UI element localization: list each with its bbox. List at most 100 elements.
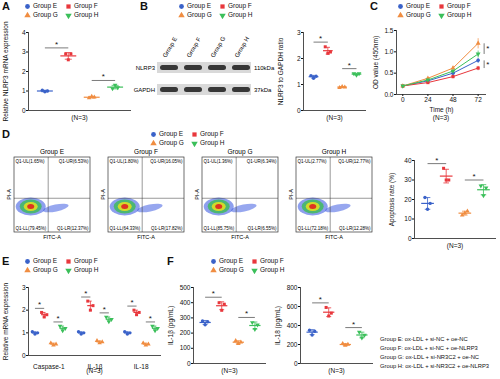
svg-text:0: 0 — [297, 107, 301, 114]
svg-text:24: 24 — [424, 96, 432, 103]
svg-text:IL-18 (pg/mL): IL-18 (pg/mL) — [274, 306, 282, 345]
svg-text:3: 3 — [297, 29, 301, 36]
svg-text:72: 72 — [475, 96, 483, 103]
svg-text:IL-1β (pg/mL): IL-1β (pg/mL) — [167, 306, 175, 345]
svg-text:1: 1 — [22, 329, 26, 336]
svg-text:0.5: 0.5 — [384, 69, 393, 76]
svg-text:GAPDH: GAPDH — [134, 87, 155, 93]
svg-text:Group H: Group H — [234, 36, 251, 59]
svg-text:*: * — [84, 289, 87, 298]
svg-text:*: * — [473, 172, 476, 181]
svg-text:1.0: 1.0 — [384, 48, 393, 55]
svg-text:*: * — [319, 34, 322, 43]
svg-text:Q1-LR(12.37%): Q1-LR(12.37%) — [57, 226, 89, 231]
svg-text:PI-A: PI-A — [6, 189, 12, 200]
svg-text:NLRP3: NLRP3 — [136, 65, 156, 71]
svg-text:Q1-UL(1.80%): Q1-UL(1.80%) — [110, 159, 140, 164]
svg-text:37kDa: 37kDa — [254, 87, 272, 93]
svg-text:*: * — [486, 60, 489, 69]
svg-text:300: 300 — [180, 314, 191, 321]
svg-text:30: 30 — [404, 176, 412, 183]
svg-text:1.5: 1.5 — [384, 27, 393, 34]
svg-text:1: 1 — [297, 81, 301, 88]
svg-text:2: 2 — [297, 55, 301, 62]
svg-text:Q1-UL(2.77%): Q1-UL(2.77%) — [298, 159, 328, 164]
svg-text:*: * — [352, 320, 355, 329]
svg-text:Q1-UL(1.36%): Q1-UL(1.36%) — [204, 159, 234, 164]
svg-text:Q1-UR(12.77%): Q1-UR(12.77%) — [338, 159, 371, 164]
svg-text:200: 200 — [180, 329, 191, 336]
svg-text:0: 0 — [22, 107, 26, 114]
svg-text:Q1-LL(64.33%): Q1-LL(64.33%) — [110, 226, 141, 231]
svg-text:Group G: Group G — [228, 148, 253, 156]
svg-text:*: * — [56, 314, 59, 323]
svg-text:FITC-A: FITC-A — [43, 234, 61, 240]
svg-text:Q1-LL(85.75%): Q1-LL(85.75%) — [204, 226, 235, 231]
svg-text:2: 2 — [22, 68, 26, 75]
svg-text:*: * — [38, 300, 41, 309]
svg-text:Group G: Group G — [210, 35, 227, 58]
svg-text:*: * — [130, 298, 133, 307]
svg-text:PI-A: PI-A — [288, 189, 294, 200]
svg-text:FITC-A: FITC-A — [325, 234, 343, 240]
svg-text:PI-A: PI-A — [194, 189, 200, 200]
svg-text:FITC-A: FITC-A — [137, 234, 155, 240]
svg-text:Q1-LR(6.55%): Q1-LR(6.55%) — [247, 226, 277, 231]
svg-text:110kDa: 110kDa — [254, 65, 275, 71]
svg-text:OD value (450nm): OD value (450nm) — [372, 36, 380, 89]
svg-text:2: 2 — [22, 306, 26, 313]
svg-text:*: * — [149, 314, 152, 323]
svg-text:0: 0 — [22, 352, 26, 359]
svg-text:10: 10 — [404, 215, 412, 222]
svg-text:Time (h): Time (h) — [430, 106, 454, 114]
svg-text:4: 4 — [22, 29, 26, 36]
svg-text:*: * — [55, 40, 58, 49]
svg-text:Q1-LR(17.82%): Q1-LR(17.82%) — [151, 226, 183, 231]
svg-text:Q1-LL(72.18%): Q1-LL(72.18%) — [298, 226, 329, 231]
svg-text:FITC-A: FITC-A — [231, 234, 249, 240]
svg-text:Group E: Group E — [40, 148, 65, 156]
svg-text:100: 100 — [180, 344, 191, 351]
svg-text:*: * — [245, 309, 248, 318]
svg-text:Q1-UR(6.53%): Q1-UR(6.53%) — [59, 159, 89, 164]
svg-text:Apoptosis rate (%): Apoptosis rate (%) — [388, 173, 396, 226]
svg-text:Q1-LL(79.45%): Q1-LL(79.45%) — [16, 226, 47, 231]
svg-text:0: 0 — [401, 96, 405, 103]
svg-text:*: * — [103, 305, 106, 314]
svg-text:0: 0 — [187, 360, 191, 367]
svg-text:0: 0 — [408, 235, 412, 242]
svg-text:PI-A: PI-A — [100, 189, 106, 200]
svg-text:NLRP3 to GAPDH ratio: NLRP3 to GAPDH ratio — [277, 37, 284, 105]
svg-text:0: 0 — [294, 360, 298, 367]
svg-text:800: 800 — [287, 284, 298, 291]
svg-text:Group F: Group F — [186, 36, 202, 58]
svg-text:3: 3 — [22, 48, 26, 55]
svg-text:Relative NLRP3 mRNA expression: Relative NLRP3 mRNA expression — [2, 21, 10, 121]
svg-text:3: 3 — [22, 284, 26, 291]
svg-text:20: 20 — [404, 196, 412, 203]
svg-text:Group H: Group H — [322, 148, 347, 156]
svg-text:*: * — [102, 72, 105, 81]
svg-text:Q1-UR(16.05%): Q1-UR(16.05%) — [150, 159, 183, 164]
svg-text:Group E: Group E — [162, 36, 178, 58]
svg-text:500: 500 — [180, 284, 191, 291]
svg-text:*: * — [348, 61, 351, 70]
svg-text:*: * — [319, 295, 322, 304]
svg-text:400: 400 — [287, 322, 298, 329]
svg-text:1: 1 — [22, 87, 26, 94]
svg-text:*: * — [435, 156, 438, 165]
svg-text:0.0: 0.0 — [384, 91, 393, 98]
svg-text:Q1-UL(1.65%): Q1-UL(1.65%) — [16, 159, 46, 164]
svg-text:Q1-UR(6.34%): Q1-UR(6.34%) — [247, 159, 277, 164]
svg-text:Group F: Group F — [134, 148, 158, 156]
svg-text:*: * — [486, 44, 489, 53]
svg-text:IL-18: IL-18 — [134, 363, 149, 370]
svg-text:48: 48 — [449, 96, 457, 103]
svg-text:200: 200 — [287, 341, 298, 348]
svg-text:Relative mRNA expression: Relative mRNA expression — [2, 282, 10, 360]
svg-text:40: 40 — [404, 157, 412, 164]
svg-text:600: 600 — [287, 303, 298, 310]
svg-text:*: * — [212, 289, 215, 298]
svg-text:400: 400 — [180, 299, 191, 306]
svg-text:Q1-LR(12.28%): Q1-LR(12.28%) — [339, 226, 371, 231]
